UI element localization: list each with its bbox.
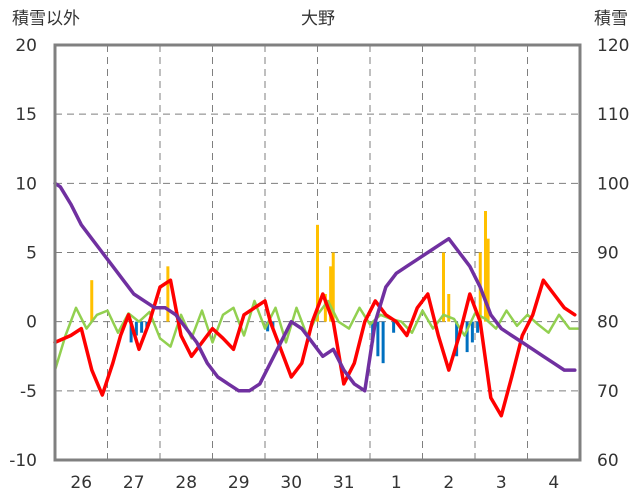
precip-bar: [381, 321, 385, 364]
series-line: [53, 299, 582, 372]
precip-bar: [331, 252, 335, 322]
x-tick-label: 1: [391, 473, 402, 493]
x-tick-label: 3: [496, 473, 507, 493]
precip-bar: [476, 321, 480, 333]
y-tick-labels-right: 60 70 80 90 100 110 120: [597, 36, 629, 471]
bars: [90, 211, 490, 364]
y-tick-label-right: 90: [597, 244, 619, 264]
precip-bar: [316, 224, 319, 322]
y-tick-label-right: 110: [597, 105, 629, 125]
y-tick-label-right: 60: [597, 451, 619, 471]
precip-bar: [486, 238, 490, 322]
precip-bar: [447, 294, 451, 322]
y-tick-label-right: 70: [597, 382, 619, 402]
y-tick-label-left: 0: [26, 313, 37, 333]
precip-bar: [90, 280, 94, 322]
y-tick-label-right: 100: [597, 174, 629, 194]
x-tick-label: 2: [443, 473, 454, 493]
precip-bar: [484, 211, 487, 322]
precip-bar: [266, 321, 270, 332]
y-tick-label-left: -10: [9, 451, 37, 471]
precip-bar: [442, 252, 445, 322]
series-lines: [53, 181, 582, 418]
precip-bar: [392, 321, 396, 333]
right-axis-label: 積雪: [594, 9, 628, 29]
left-axis-label: 積雪以外: [12, 9, 80, 29]
precip-bar: [129, 321, 133, 343]
precip-bar: [323, 294, 327, 322]
y-tick-label-left: -5: [20, 382, 37, 402]
precip-bar: [470, 321, 474, 343]
x-tick-label: 26: [70, 473, 92, 493]
y-tick-label-right: 80: [597, 313, 619, 333]
x-tick-label: 27: [123, 473, 145, 493]
y-tick-label-left: 5: [26, 244, 37, 264]
y-tick-label-left: 10: [15, 174, 37, 194]
x-tick-labels: 26 27 28 29 30 31 1 2 3 4: [70, 473, 559, 493]
precip-bar: [140, 321, 144, 333]
precip-bar: [134, 321, 138, 336]
precip-bar: [329, 266, 333, 322]
precip-bar: [465, 321, 469, 353]
x-tick-label: 4: [548, 473, 559, 493]
series-line: [53, 278, 577, 418]
precip-bar: [376, 321, 380, 357]
y-tick-label-left: 20: [15, 36, 37, 56]
y-tick-label-right: 120: [597, 36, 629, 56]
precip-bar: [166, 266, 170, 322]
x-tick-label: 31: [333, 473, 355, 493]
x-tick-label: 30: [280, 473, 302, 493]
y-tick-label-left: 15: [15, 105, 37, 125]
x-tick-label: 29: [228, 473, 250, 493]
x-tick-label: 28: [175, 473, 197, 493]
y-tick-labels-left: -10 -5 0 5 10 15 20: [9, 36, 37, 471]
gridlines: [55, 45, 580, 460]
plot-frame: [53, 43, 582, 462]
chart-title: 大野: [301, 9, 335, 29]
series-line: [53, 181, 577, 393]
